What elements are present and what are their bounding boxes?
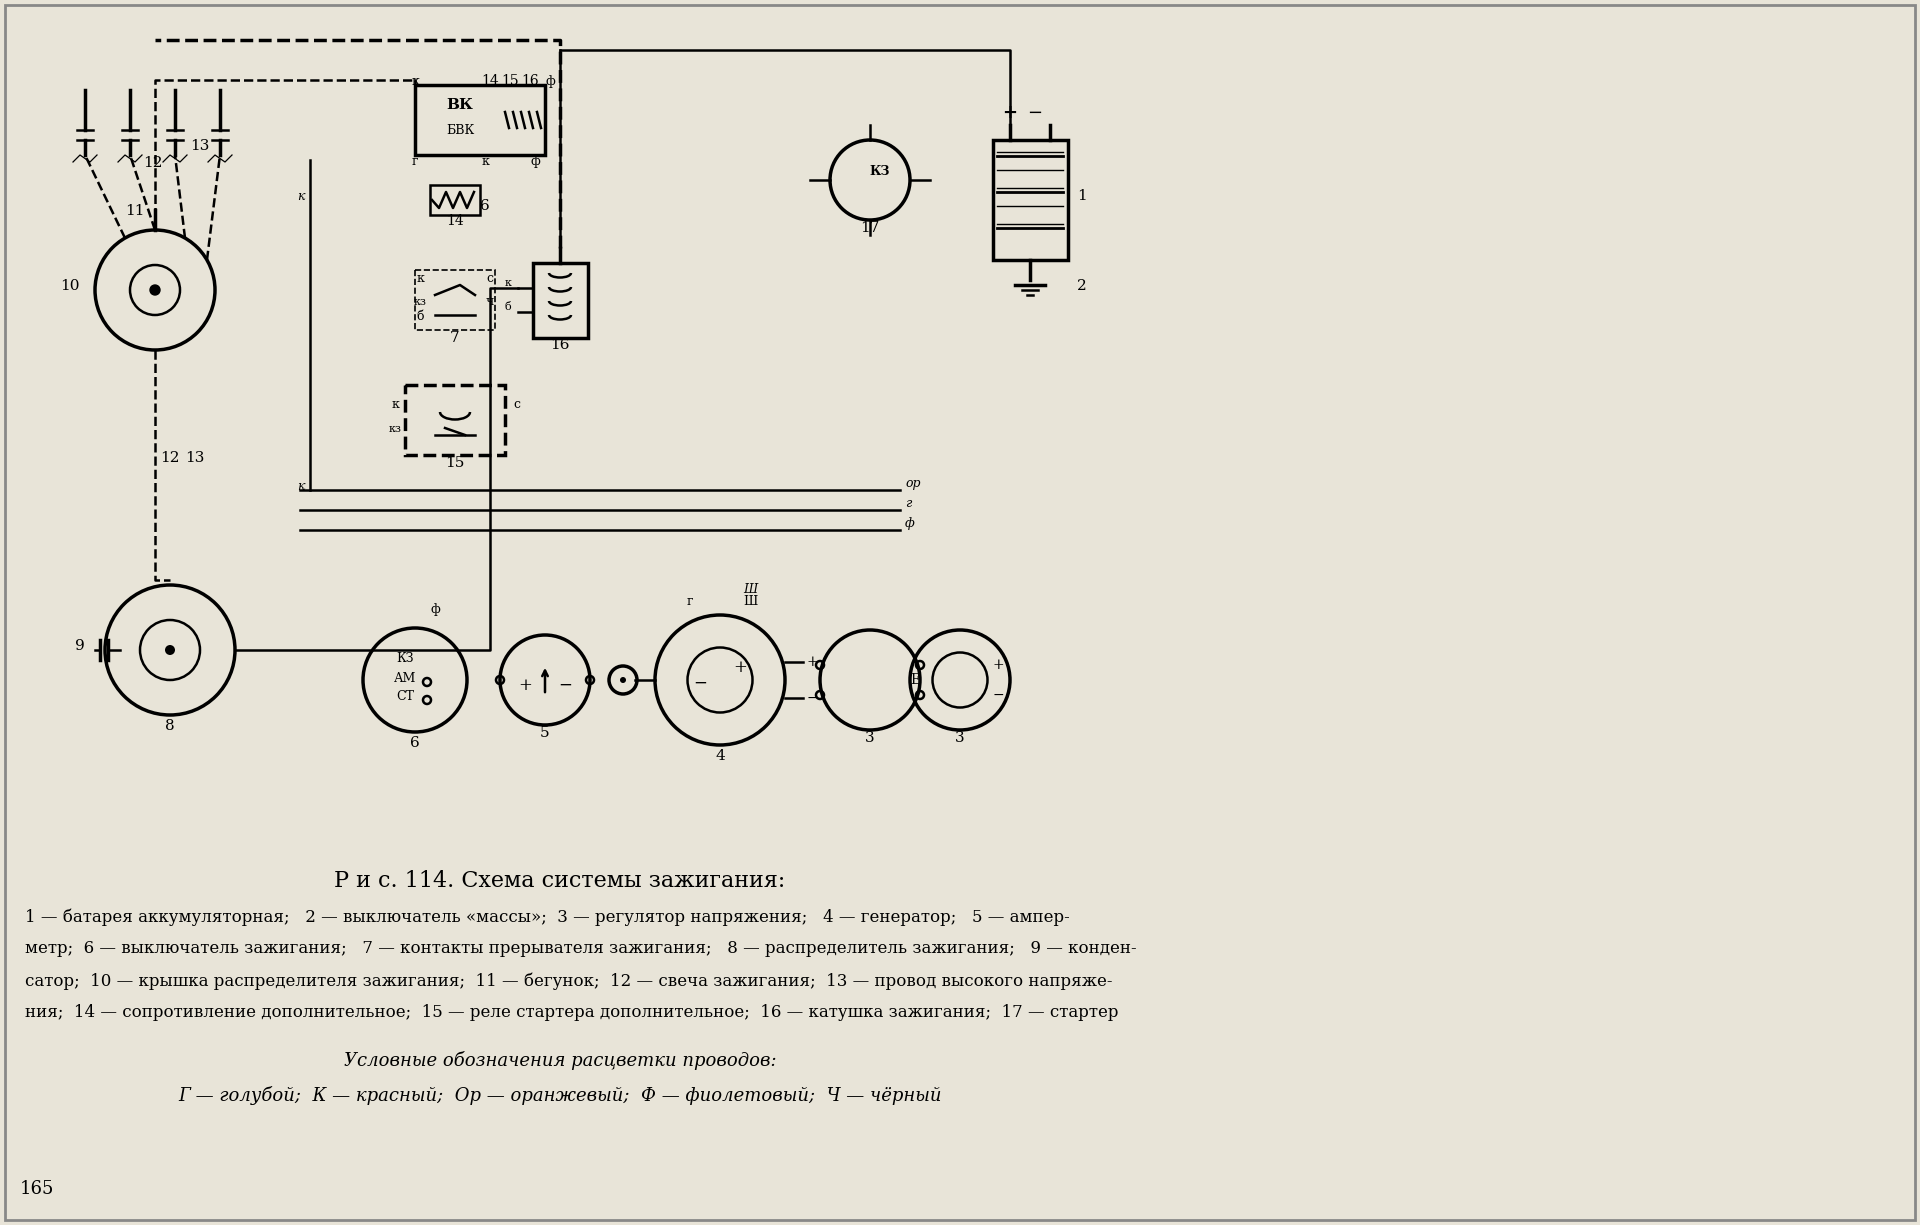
Text: Ш: Ш bbox=[743, 583, 756, 597]
Text: ор: ор bbox=[904, 477, 920, 490]
Circle shape bbox=[150, 285, 159, 295]
Text: КЗ: КЗ bbox=[870, 165, 891, 178]
Text: к: к bbox=[392, 398, 399, 412]
Text: б: б bbox=[417, 310, 424, 323]
Text: 4: 4 bbox=[714, 748, 726, 763]
Text: 2: 2 bbox=[1077, 279, 1087, 293]
Text: 165: 165 bbox=[19, 1180, 54, 1198]
Text: метр;  6 — выключатель зажигания;   7 — контакты прерывателя зажигания;   8 — ра: метр; 6 — выключатель зажигания; 7 — кон… bbox=[25, 940, 1137, 957]
Text: к: к bbox=[505, 278, 511, 288]
Text: +: + bbox=[806, 655, 818, 669]
Text: 16: 16 bbox=[520, 74, 540, 88]
Text: б: б bbox=[505, 303, 511, 312]
Text: ф: ф bbox=[430, 603, 440, 616]
Text: к: к bbox=[417, 272, 424, 285]
Text: кз: кз bbox=[413, 296, 426, 307]
Text: 6: 6 bbox=[411, 736, 420, 750]
Text: −: − bbox=[1027, 104, 1043, 123]
Text: г: г bbox=[411, 156, 419, 168]
Text: Р и с. 114. Схема системы зажигания:: Р и с. 114. Схема системы зажигания: bbox=[334, 870, 785, 892]
Circle shape bbox=[620, 677, 626, 684]
Text: 12: 12 bbox=[159, 451, 179, 466]
Text: 15: 15 bbox=[445, 456, 465, 470]
Text: −: − bbox=[559, 676, 572, 693]
Text: ф: ф bbox=[904, 517, 914, 530]
Text: 7: 7 bbox=[449, 331, 459, 345]
Text: 6: 6 bbox=[480, 198, 490, 213]
Text: 1: 1 bbox=[1077, 189, 1087, 203]
Text: +: + bbox=[518, 676, 532, 693]
Text: 5: 5 bbox=[540, 726, 549, 740]
Text: ф: ф bbox=[545, 75, 555, 88]
Text: Г — голубой;  К — красный;  Ор — оранжевый;  Ф — фиолетовый;  Ч — чёрный: Г — голубой; К — красный; Ор — оранжевый… bbox=[179, 1087, 941, 1105]
Circle shape bbox=[165, 646, 175, 655]
FancyBboxPatch shape bbox=[993, 140, 1068, 260]
Text: ч: ч bbox=[486, 295, 493, 307]
Text: г: г bbox=[904, 497, 912, 510]
Text: 1 — батарея аккумуляторная;   2 — выключатель «массы»;  3 — регулятор напряжения: 1 — батарея аккумуляторная; 2 — выключат… bbox=[25, 908, 1069, 926]
Text: 13: 13 bbox=[184, 451, 204, 466]
Text: +: + bbox=[1002, 104, 1018, 123]
FancyBboxPatch shape bbox=[405, 385, 505, 454]
Text: СТ: СТ bbox=[396, 690, 415, 703]
Text: −: − bbox=[806, 691, 818, 706]
Text: ф: ф bbox=[530, 156, 540, 168]
Text: 3: 3 bbox=[954, 731, 966, 745]
Text: БВК: БВК bbox=[445, 124, 474, 136]
Text: −: − bbox=[693, 675, 707, 692]
FancyBboxPatch shape bbox=[415, 270, 495, 330]
FancyBboxPatch shape bbox=[430, 185, 480, 216]
Text: КЗ: КЗ bbox=[396, 652, 413, 665]
Text: E: E bbox=[910, 673, 920, 687]
FancyBboxPatch shape bbox=[534, 263, 588, 338]
Text: ВК: ВК bbox=[447, 98, 474, 111]
Text: Условные обозначения расцветки проводов:: Условные обозначения расцветки проводов: bbox=[344, 1051, 776, 1069]
Text: 14: 14 bbox=[445, 214, 465, 228]
Text: 14: 14 bbox=[482, 74, 499, 88]
Text: 9: 9 bbox=[75, 639, 84, 653]
Text: с: с bbox=[486, 272, 493, 285]
Text: −: − bbox=[993, 688, 1004, 702]
Text: АМ: АМ bbox=[394, 673, 417, 685]
Text: 8: 8 bbox=[165, 719, 175, 733]
Text: к: к bbox=[298, 480, 305, 492]
Text: Ш: Ш bbox=[743, 595, 756, 608]
Text: к: к bbox=[411, 75, 419, 88]
Text: +: + bbox=[993, 658, 1004, 673]
Text: 13: 13 bbox=[190, 138, 209, 153]
Text: 17: 17 bbox=[860, 220, 879, 235]
Text: сатор;  10 — крышка распределителя зажигания;  11 — бегунок;  12 — свеча зажиган: сатор; 10 — крышка распределителя зажига… bbox=[25, 971, 1112, 990]
Text: 16: 16 bbox=[551, 338, 570, 352]
Text: 10: 10 bbox=[61, 279, 81, 293]
Text: 12: 12 bbox=[144, 156, 163, 170]
Text: 3: 3 bbox=[866, 731, 876, 745]
Text: кз: кз bbox=[388, 424, 401, 434]
Text: к: к bbox=[482, 156, 490, 168]
Text: 11: 11 bbox=[125, 205, 144, 218]
Text: к: к bbox=[298, 190, 305, 203]
FancyBboxPatch shape bbox=[415, 85, 545, 156]
Text: +: + bbox=[733, 659, 747, 676]
Text: 15: 15 bbox=[501, 74, 518, 88]
Text: г: г bbox=[687, 595, 693, 608]
Text: ния;  14 — сопротивление дополнительное;  15 — реле стартера дополнительное;  16: ния; 14 — сопротивление дополнительное; … bbox=[25, 1004, 1119, 1020]
Text: с: с bbox=[513, 398, 520, 412]
